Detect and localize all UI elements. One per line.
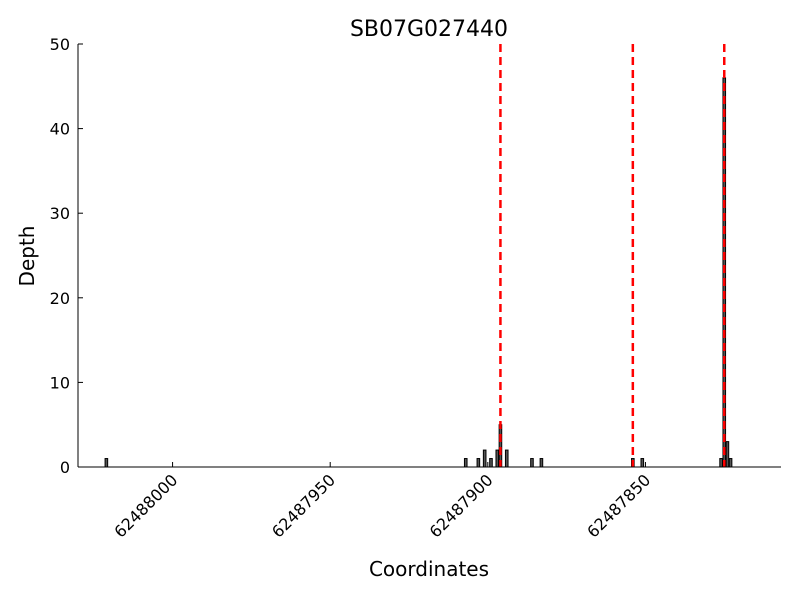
depth-bar — [504, 449, 509, 468]
y-tick-label: 0 — [60, 458, 70, 477]
depth-bar — [104, 458, 109, 468]
chart-title: SB07G027440 — [350, 17, 508, 42]
depth-bar — [728, 458, 733, 468]
y-tick-label: 30 — [50, 204, 70, 223]
depth-bar — [476, 458, 481, 468]
depth-bar — [539, 458, 544, 468]
depth-bar — [640, 458, 645, 468]
depth-bar — [463, 458, 468, 468]
marker-lines-layer — [499, 44, 726, 467]
y-tick-label: 50 — [50, 35, 70, 54]
depth-bar — [725, 441, 730, 468]
y-tick-label: 40 — [50, 120, 70, 139]
depth-bar — [489, 458, 493, 468]
x-axis-label: Coordinates — [369, 557, 489, 581]
y-axis-label: Depth — [15, 226, 39, 287]
y-tick-label: 20 — [50, 289, 70, 308]
depth-bar — [719, 458, 723, 468]
depth-bar — [495, 449, 500, 468]
depth-bar — [482, 449, 487, 468]
depth-bar — [530, 458, 534, 468]
y-tick-label: 10 — [50, 373, 70, 392]
